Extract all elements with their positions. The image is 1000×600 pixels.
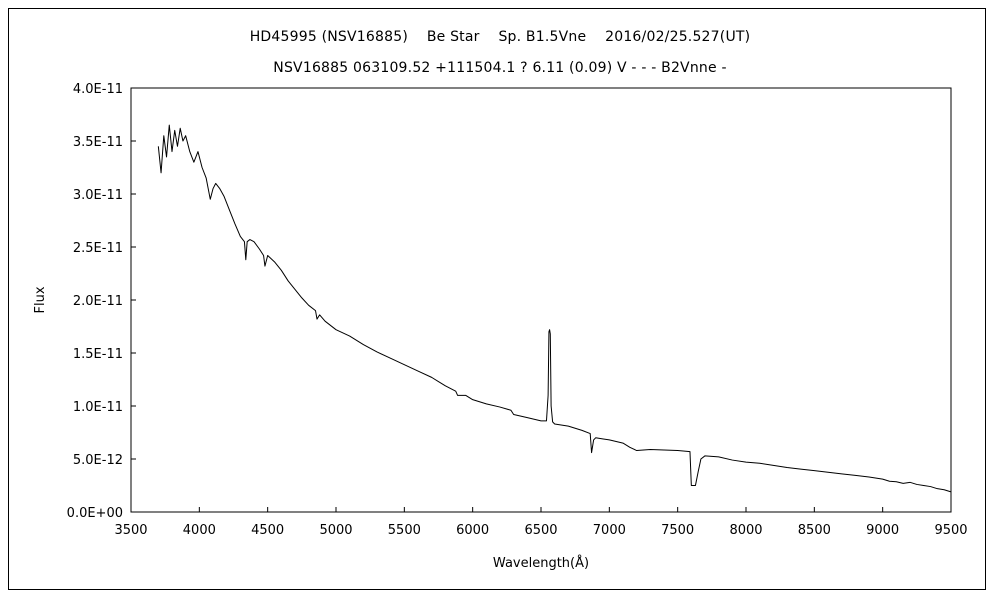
y-tick-label: 2.0E-11 <box>73 294 123 309</box>
chart-title: HD45995 (NSV16885) Be Star Sp. B1.5Vne 2… <box>249 29 751 45</box>
y-tick-label: 5.0E-12 <box>73 453 123 468</box>
x-tick-label: 5500 <box>388 523 421 538</box>
x-tick-label: 6500 <box>524 523 557 538</box>
y-axis: 0.0E+00 5.0E-12 1.0E-11 1.5E-11 2.0E-11 2.5E-… <box>67 82 136 521</box>
x-tick-label: 5000 <box>319 523 352 538</box>
x-tick-label: 7500 <box>661 523 694 538</box>
y-tick-label: 2.5E-11 <box>73 241 123 256</box>
x-tick-label: 8500 <box>798 523 831 538</box>
chart-subtitle: NSV16885 063109.52 +111504.1 ? 6.11 (0.0… <box>273 60 727 76</box>
x-tick-label: 3500 <box>114 523 147 538</box>
x-tick-label: 4000 <box>183 523 216 538</box>
y-tick-label: 3.5E-11 <box>73 135 123 150</box>
x-tick-label: 7000 <box>593 523 626 538</box>
x-tick-label: 8000 <box>729 523 762 538</box>
spectrum-line <box>157 124 952 493</box>
x-tick-label: 9000 <box>866 523 899 538</box>
x-tick-label: 9500 <box>934 523 967 538</box>
y-tick-label: 0.0E+00 <box>67 506 123 521</box>
series-layer <box>157 124 952 493</box>
y-tick-label: 1.0E-11 <box>73 400 123 415</box>
y-tick-label: 4.0E-11 <box>73 82 123 97</box>
plot-area <box>130 87 952 513</box>
x-axis-label: Wavelength(Å) <box>493 555 589 571</box>
x-axis: 3500 4000 4500 5000 5500 6000 6500 7000 7500 8000… <box>114 507 968 538</box>
y-tick-label: 3.0E-11 <box>73 188 123 203</box>
y-axis-label: Flux <box>33 286 48 313</box>
y-tick-label: 1.5E-11 <box>73 347 123 362</box>
x-tick-label: 4500 <box>251 523 284 538</box>
x-tick-label: 6000 <box>456 523 489 538</box>
